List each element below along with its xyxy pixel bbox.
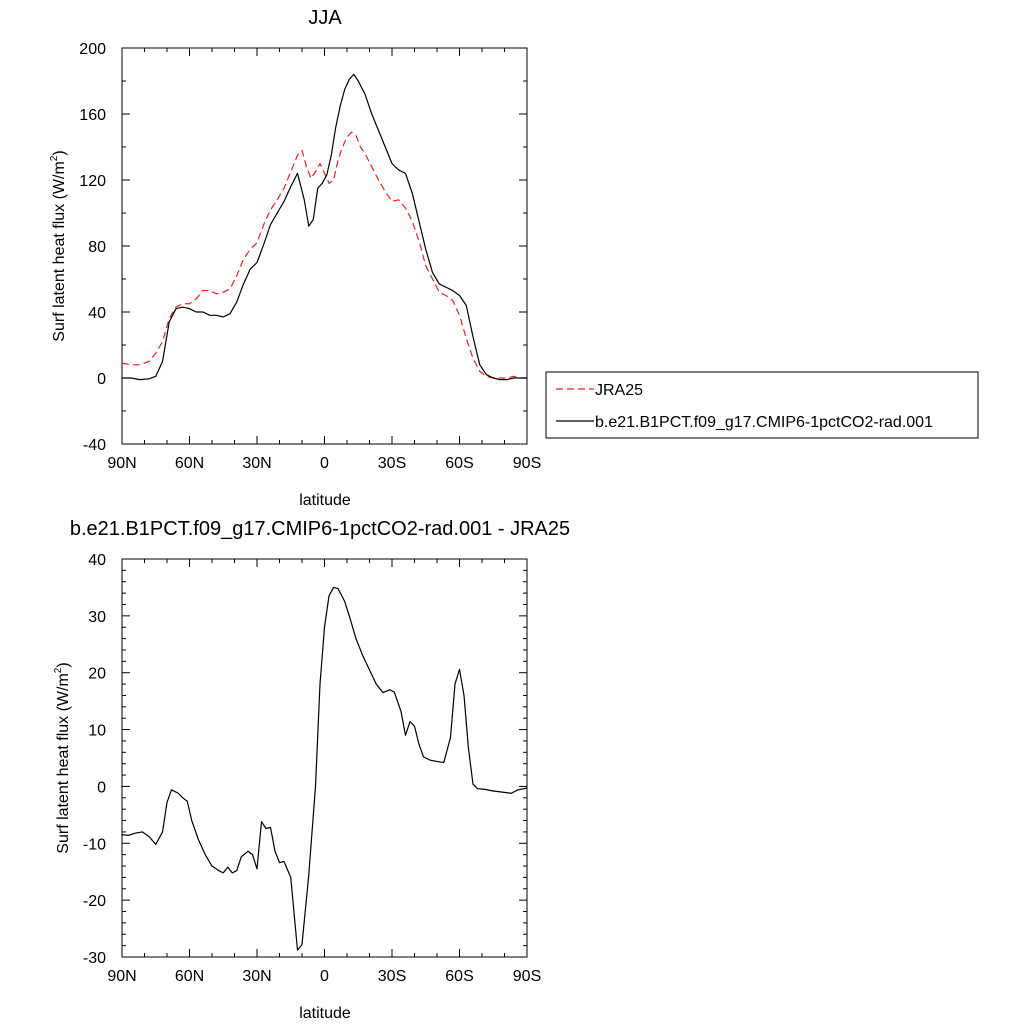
bottom-x-tick-label: 0 [320, 968, 329, 985]
top-y-tick-label: 40 [88, 305, 106, 322]
bottom-x-tick-label: 30N [242, 968, 271, 985]
top-y-tick-label: 160 [79, 107, 106, 124]
top-y-axis-label: Surf latent heat flux (W/m2) [49, 150, 68, 341]
top-x-tick-label: 0 [320, 455, 329, 472]
legend: JRA25 b.e21.B1PCT.f09_g17.CMIP6-1pctCO2-… [545, 371, 979, 439]
top-y-tick-label: -40 [83, 437, 106, 454]
bottom-series-group [121, 586, 528, 951]
top-x-axis-label: latitude [299, 492, 351, 509]
bottom-y-tick-label: -20 [83, 893, 106, 910]
top-x-tick-label: 30N [242, 455, 271, 472]
bottom-y-tick-labels: -30 -20 -10 0 10 20 30 40 [83, 552, 106, 967]
top-title: JJA [308, 7, 342, 29]
bottom-y-axis-label-close: ) [55, 662, 72, 667]
legend-label-model: b.e21.B1PCT.f09_g17.CMIP6-1pctCO2-rad.00… [595, 414, 933, 431]
bottom-y-tick-label: 30 [88, 609, 106, 626]
top-y-tick-label: 120 [79, 173, 106, 190]
bottom-plot-frame [121, 558, 528, 958]
top-y-tick-labels: -40 0 40 80 120 160 200 [79, 41, 106, 454]
bottom-x-tick-label: 60S [445, 968, 473, 985]
top-series-group [121, 73, 527, 381]
bottom-ticks [121, 558, 528, 958]
bottom-series-model-line [121, 586, 528, 951]
top-x-tick-label: 30S [378, 455, 406, 472]
top-x-tick-label: 60N [175, 455, 204, 472]
top-y-tick-label: 0 [97, 371, 106, 388]
bottom-y-axis-label-main: Surf latent heat flux (W/m [55, 673, 72, 854]
top-y-axis-label-close: ) [51, 150, 68, 155]
bottom-y-axis-label: Surf latent heat flux (W/m2) [53, 662, 72, 853]
top-series-jra25-line [121, 131, 527, 379]
bottom-x-axis-label: latitude [299, 1005, 351, 1022]
top-y-tick-label: 200 [79, 41, 106, 58]
top-x-tick-labels: 90N 60N 30N 0 30S 60S 90S [107, 455, 541, 472]
top-series-model-line [122, 73, 527, 381]
top-plot-area [121, 47, 528, 445]
top-ticks [121, 47, 528, 445]
bottom-y-tick-label: 40 [88, 552, 106, 569]
bottom-y-tick-label: 10 [88, 723, 106, 740]
top-x-tick-label: 90S [513, 455, 541, 472]
top-y-tick-label: 80 [88, 239, 106, 256]
top-x-tick-label: 60S [445, 455, 473, 472]
bottom-y-axis-label-sup: 2 [53, 667, 64, 673]
top-plot-frame [121, 47, 528, 445]
legend-label-jra25: JRA25 [595, 382, 643, 399]
bottom-y-tick-label: -10 [83, 836, 106, 853]
bottom-title: b.e21.B1PCT.f09_g17.CMIP6-1pctCO2-rad.00… [70, 518, 570, 540]
top-y-axis-label-main: Surf latent heat flux (W/m [51, 161, 68, 342]
bottom-y-tick-label: -30 [83, 950, 106, 967]
top-x-tick-label: 90N [107, 455, 136, 472]
bottom-panel: b.e21.B1PCT.f09_g17.CMIP6-1pctCO2-rad.00… [53, 518, 570, 1022]
top-y-axis-label-sup: 2 [49, 155, 60, 161]
bottom-x-tick-label: 90S [513, 968, 541, 985]
bottom-y-tick-label: 20 [88, 666, 106, 683]
bottom-plot-area [121, 558, 528, 958]
bottom-y-tick-label: 0 [97, 779, 106, 796]
bottom-x-tick-labels: 90N 60N 30N 0 30S 60S 90S [107, 968, 541, 985]
bottom-x-tick-label: 60N [175, 968, 204, 985]
legend-box [545, 371, 979, 439]
bottom-x-tick-label: 90N [107, 968, 136, 985]
bottom-x-tick-label: 30S [378, 968, 406, 985]
